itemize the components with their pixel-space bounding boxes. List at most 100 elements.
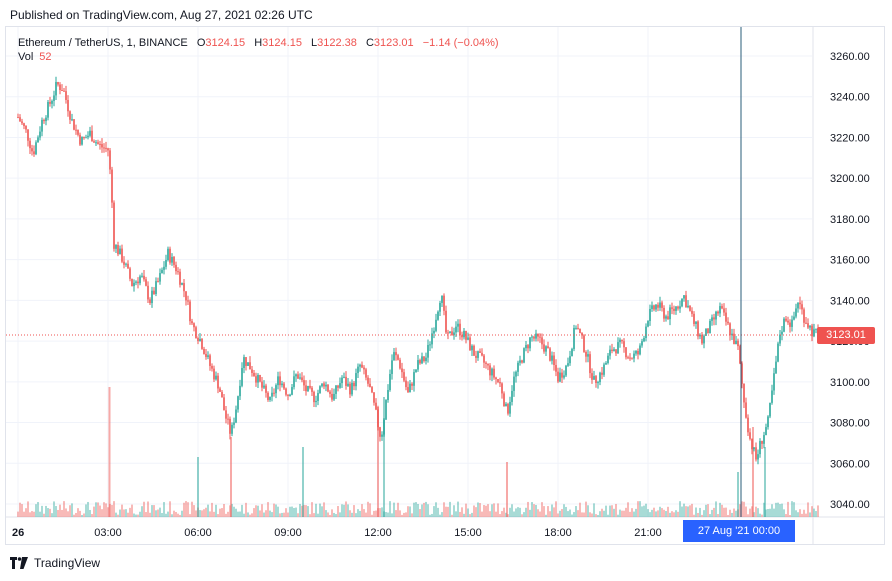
candle-body <box>279 376 281 386</box>
candle-body <box>683 295 685 299</box>
volume-bar <box>393 502 395 517</box>
volume-bar <box>593 503 595 517</box>
volume-bar <box>187 502 189 517</box>
volume-bar <box>245 502 247 517</box>
candle-body <box>49 102 51 104</box>
candle-body <box>53 95 55 101</box>
volume-spike <box>377 407 379 517</box>
candle-body <box>533 336 535 339</box>
volume-bar <box>169 501 171 517</box>
volume-bar <box>425 501 427 517</box>
candle-body <box>181 283 183 285</box>
volume-bar <box>151 505 153 517</box>
candle-body <box>45 117 47 122</box>
volume-bar <box>421 504 423 517</box>
candle-body <box>33 151 35 155</box>
footer-brand-name: TradingView <box>34 556 101 570</box>
candle-body <box>291 387 293 395</box>
candle-body <box>225 410 227 419</box>
candle-body <box>635 350 637 354</box>
volume-bar <box>307 506 309 517</box>
volume-bar <box>637 501 639 517</box>
candle-body <box>249 362 251 370</box>
candle-body <box>157 281 159 283</box>
candle-body <box>51 100 53 104</box>
candle-body <box>521 360 523 363</box>
candle-body <box>261 381 263 388</box>
volume-bar <box>811 506 813 517</box>
volume-bar <box>701 514 703 517</box>
volume-bar <box>199 510 201 517</box>
volume-legend: Vol 52 <box>18 51 52 63</box>
candle-body <box>209 355 211 366</box>
candle-body <box>99 143 101 145</box>
volume-bar <box>19 502 21 517</box>
volume-bar <box>667 506 669 517</box>
volume-bar <box>407 506 409 517</box>
volume-bar <box>263 512 265 517</box>
candle-body <box>339 383 341 388</box>
volume-bar <box>619 509 621 517</box>
candle-body <box>639 345 641 355</box>
volume-bar <box>531 502 533 517</box>
candle-body <box>115 245 117 249</box>
volume-bar <box>283 512 285 517</box>
volume-bar <box>511 504 513 517</box>
candle-body <box>617 342 619 354</box>
volume-bar <box>567 511 569 517</box>
volume-bar <box>419 509 421 517</box>
candle-body <box>477 351 479 358</box>
candle-body <box>621 339 623 342</box>
volume-bar <box>651 509 653 517</box>
volume-bars <box>17 387 819 517</box>
volume-bar <box>543 506 545 517</box>
volume-bar <box>223 503 225 517</box>
candle-body <box>347 383 349 386</box>
candle-body <box>217 375 219 389</box>
candle-body <box>237 396 239 410</box>
candle-body <box>69 111 71 120</box>
volume-bar <box>433 506 435 517</box>
volume-bar <box>27 501 29 517</box>
candle-body <box>715 311 717 320</box>
volume-bar <box>759 513 761 517</box>
volume-bar <box>573 512 575 517</box>
candle-body <box>205 353 207 357</box>
volume-bar <box>339 512 341 517</box>
volume-bar <box>749 508 751 517</box>
volume-bar <box>351 512 353 517</box>
candle-body <box>675 306 677 311</box>
volume-spike <box>230 437 232 517</box>
volume-bar <box>93 506 95 517</box>
volume-bar <box>365 512 367 517</box>
volume-bar <box>43 513 45 517</box>
candle-body <box>177 271 179 273</box>
volume-bar <box>509 507 511 517</box>
candle-body <box>647 321 649 327</box>
y-tick-label: 3200.00 <box>830 173 870 185</box>
candle-body <box>711 317 713 321</box>
volume-bar <box>529 509 531 517</box>
volume-bar <box>39 511 41 517</box>
volume-bar <box>25 508 27 517</box>
volume-bar <box>537 509 539 517</box>
candle-body <box>531 336 533 338</box>
volume-bar <box>523 512 525 517</box>
candle-body <box>271 392 273 397</box>
footer-brand[interactable]: TradingView <box>10 556 100 570</box>
volume-bar <box>23 511 25 517</box>
volume-bar <box>449 501 451 517</box>
candle-body <box>795 308 797 317</box>
volume-bar <box>541 502 543 517</box>
candle-body <box>797 302 799 309</box>
low-label: L <box>311 37 318 49</box>
volume-bar <box>341 504 343 517</box>
candle-body <box>789 322 791 327</box>
volume-bar <box>277 506 279 517</box>
candle-body <box>453 332 455 336</box>
candle-body <box>371 387 373 393</box>
volume-bar <box>595 514 597 517</box>
candle-body <box>437 311 439 320</box>
candle-body <box>39 131 41 138</box>
